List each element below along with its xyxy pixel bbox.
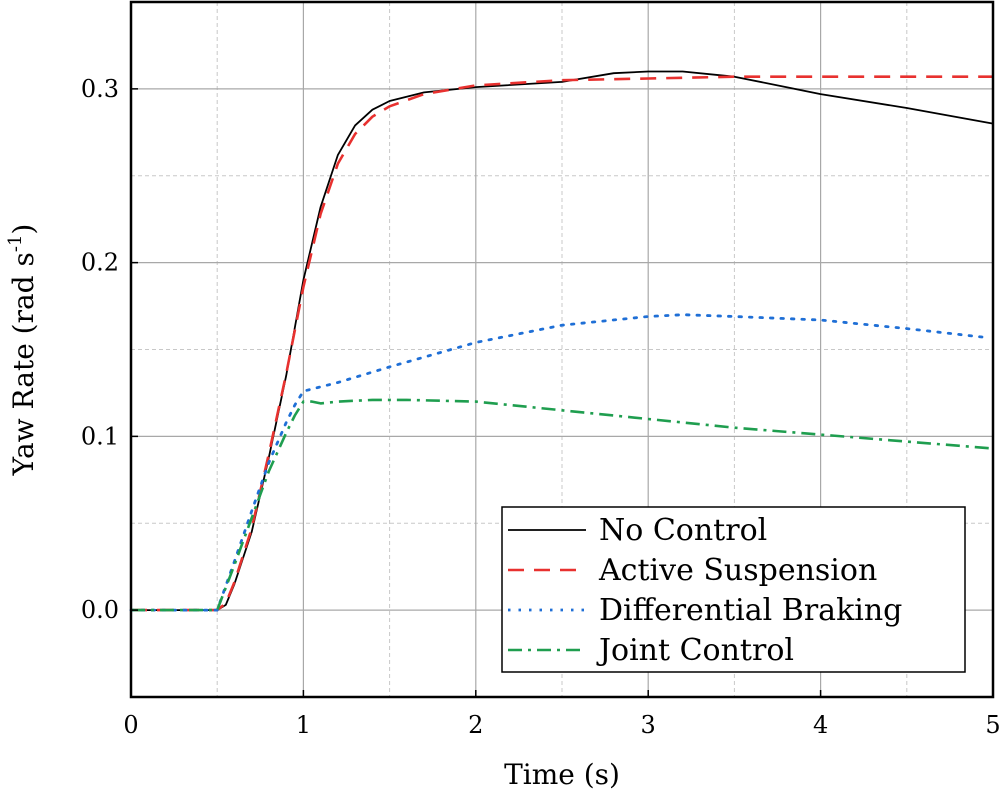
- legend-label: No Control: [599, 513, 767, 548]
- y-axis-title-superscript: -1: [5, 235, 26, 253]
- y-tick-label: 0.0: [81, 596, 119, 624]
- legend-label: Active Suspension: [598, 553, 877, 588]
- x-tick-label: 1: [296, 711, 311, 739]
- y-tick-label: 0.1: [81, 422, 119, 450]
- y-axis-title-main: Yaw Rate (rad s: [7, 252, 40, 476]
- x-tick-label: 4: [813, 711, 828, 739]
- y-tick-label: 0.2: [81, 249, 119, 277]
- plot-area-frame: [129, 0, 995, 699]
- x-tick-label: 0: [123, 711, 138, 739]
- y-axis-title: Yaw Rate (rad s-1): [5, 224, 40, 477]
- legend-label: Joint Control: [596, 633, 794, 668]
- y-tick-label: 0.3: [81, 75, 119, 103]
- series-line-joint-control: [131, 398, 994, 612]
- axis-ticks: 0 1 2 3 4 5 0.0 0.1 0.2 0.3: [81, 75, 1001, 739]
- x-tick-label: 3: [641, 711, 656, 739]
- x-tick-label: 5: [985, 711, 1000, 739]
- legend-label: Differential Braking: [599, 593, 902, 628]
- x-tick-label: 2: [468, 711, 483, 739]
- legend-items: No Control Active Suspension Differential …: [508, 513, 902, 668]
- series-line-differential-braking: [129, 313, 986, 612]
- series-line-active-suspension: [131, 75, 993, 612]
- x-axis-title: Time (s): [504, 758, 620, 790]
- y-axis-title-close: ): [7, 224, 40, 235]
- series-layer: [129, 70, 994, 612]
- legend: No Control Active Suspension Differential …: [501, 506, 966, 673]
- legend-box: [501, 506, 966, 673]
